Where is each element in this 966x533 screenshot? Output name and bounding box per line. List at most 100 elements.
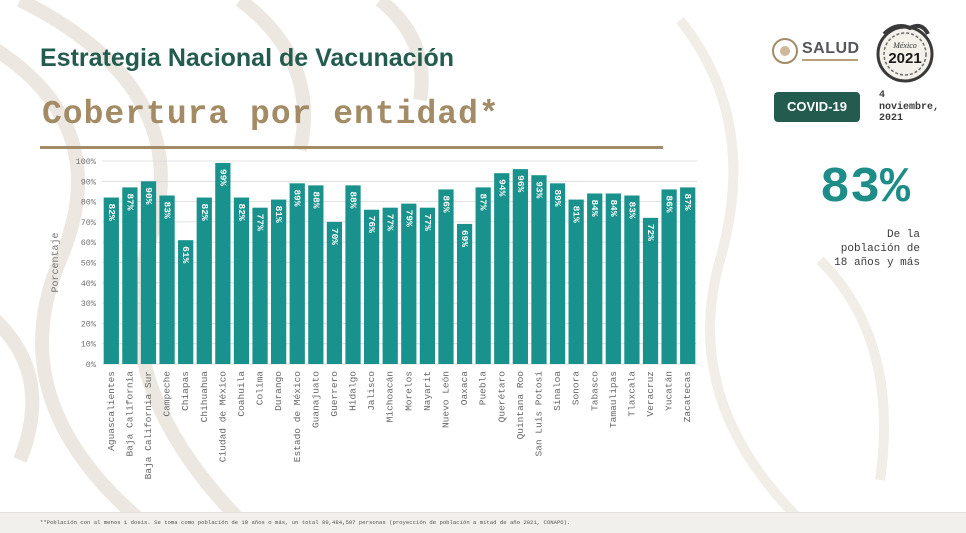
bar-data-label: 77%	[255, 214, 266, 231]
x-tick-label: Baja California	[124, 371, 135, 457]
bar-data-label: 83%	[626, 202, 637, 219]
bar-oaxaca	[456, 223, 473, 364]
x-tick-label: Nuevo León	[441, 371, 452, 428]
y-axis-ticks: 0% 10% 20% 30% 40% 50% 60% 70% 80% 90% 100%	[76, 157, 97, 370]
x-tick-label: Veracruz	[645, 371, 656, 417]
bar-data-label: 87%	[478, 193, 489, 210]
national-coverage-caption: De la población de 18 años y más	[834, 229, 920, 269]
x-tick-label: Hidalgo	[348, 371, 359, 411]
x-tick-label: Nayarit	[422, 371, 433, 411]
bar-baja-california-sur	[140, 181, 157, 364]
x-tick-label: Quintana Roo	[515, 371, 526, 440]
footnote-text: **Población con al menos 1 dosis. Se tom…	[40, 519, 571, 526]
bar-zacatecas	[680, 187, 696, 364]
bar-jalisco	[363, 209, 380, 364]
bar-data-label: 81%	[571, 206, 582, 223]
bar-data-label: 72%	[645, 224, 656, 241]
x-tick-label: Michoacán	[385, 371, 396, 422]
bar-data-label: 89%	[292, 189, 303, 206]
bar-san-luis-potosí	[531, 175, 547, 364]
salud-logo: SALUD	[772, 38, 862, 68]
bar-data-label: 81%	[273, 206, 284, 223]
y-tick-label: 90%	[81, 177, 97, 187]
bar-michoacán	[382, 207, 398, 364]
bar-colima	[252, 207, 268, 364]
covid-badge: COVID-19	[774, 92, 860, 122]
bar-chihuahua	[196, 197, 212, 364]
x-axis-ticks: Aguascalientes Baja California Baja Califo…	[106, 371, 693, 480]
bar-tamaulipas	[605, 193, 621, 364]
bar-data-label: 94%	[496, 179, 507, 196]
y-tick-label: 20%	[81, 319, 97, 329]
chart-bars: 82% 87% 90% 83% 61% 82% 99% 82% 77% 81% 89% 88% 70% 8…	[103, 163, 696, 364]
seal-year-text: 2021	[888, 50, 921, 67]
bar-puebla	[475, 187, 491, 364]
y-axis-label: Porcentaje	[50, 232, 62, 292]
bar-data-label: 87%	[682, 193, 693, 210]
bar-data-label: 90%	[143, 187, 154, 204]
bar-data-label: 99%	[217, 169, 228, 186]
bar-estado-de-méxico	[289, 183, 305, 364]
bar-hidalgo	[345, 185, 361, 364]
x-tick-label: Colima	[255, 371, 266, 406]
x-tick-label: Oaxaca	[459, 371, 470, 406]
bar-data-label: 84%	[589, 199, 600, 216]
bar-data-label: 70%	[329, 228, 340, 245]
seal-country-text: México	[892, 41, 917, 50]
bar-chiapas	[178, 240, 194, 364]
bar-data-label: 82%	[106, 204, 117, 221]
bar-data-label: 79%	[403, 210, 414, 227]
x-tick-label: Yucatán	[664, 371, 675, 411]
x-tick-label: Ciudad de México	[217, 371, 228, 463]
bar-data-label: 77%	[422, 214, 433, 231]
x-tick-label: Zacatecas	[682, 371, 693, 422]
bar-baja-california	[122, 187, 138, 364]
bar-data-label: 82%	[236, 204, 247, 221]
bar-querétaro	[494, 173, 510, 364]
bar-campeche	[159, 195, 175, 364]
y-tick-label: 30%	[81, 299, 97, 309]
bar-data-label: 93%	[533, 181, 544, 198]
page-title: Estrategia Nacional de Vacunación	[40, 44, 455, 72]
bar-data-label: 69%	[459, 230, 470, 247]
bar-nuevo-león	[438, 189, 454, 364]
bar-data-label: 86%	[440, 195, 451, 212]
x-tick-label: Aguascalientes	[106, 371, 117, 451]
x-tick-label: Jalisco	[366, 371, 377, 411]
y-tick-label: 50%	[81, 259, 97, 269]
report-date: 4 noviembre, 2021	[879, 90, 940, 124]
salud-logo-text: SALUD	[802, 40, 860, 57]
x-tick-label: Baja California Sur	[143, 371, 154, 479]
x-tick-label: Tlaxcala	[626, 371, 637, 417]
x-tick-label: Querétaro	[496, 371, 507, 423]
bar-data-label: 61%	[180, 246, 191, 263]
bar-data-label: 76%	[366, 216, 377, 233]
bar-sonora	[568, 199, 584, 364]
x-tick-label: Guerrero	[329, 371, 340, 417]
y-tick-label: 70%	[81, 218, 97, 228]
y-tick-label: 40%	[81, 279, 97, 289]
x-tick-label: Morelos	[403, 371, 414, 411]
x-tick-label: Sonora	[571, 371, 582, 406]
bar-guanajuato	[308, 185, 324, 364]
x-tick-label: Puebla	[478, 371, 489, 406]
bar-veracruz	[642, 217, 659, 364]
bar-ciudad-de-méxico	[215, 163, 231, 364]
bar-data-label: 88%	[348, 191, 359, 208]
x-tick-label: San Luis Potosí	[533, 371, 544, 457]
mexico-2021-seal-icon: México 2021	[876, 24, 934, 83]
national-coverage-value: 83%	[820, 160, 911, 217]
title-divider	[40, 146, 663, 149]
bar-data-label: 89%	[552, 189, 563, 206]
bar-morelos	[401, 203, 417, 364]
bar-data-label: 82%	[199, 204, 210, 221]
x-tick-label: Guanajuato	[310, 371, 321, 428]
page-subtitle: Cobertura por entidad*	[42, 96, 500, 133]
x-tick-label: Tamaulipas	[608, 371, 619, 428]
x-tick-label: Estado de México	[292, 371, 303, 463]
footnote-bar: **Población con al menos 1 dosis. Se tom…	[0, 512, 966, 533]
x-tick-label: Chihuahua	[199, 371, 210, 423]
y-tick-label: 0%	[86, 360, 97, 370]
bar-data-label: 83%	[162, 202, 173, 219]
